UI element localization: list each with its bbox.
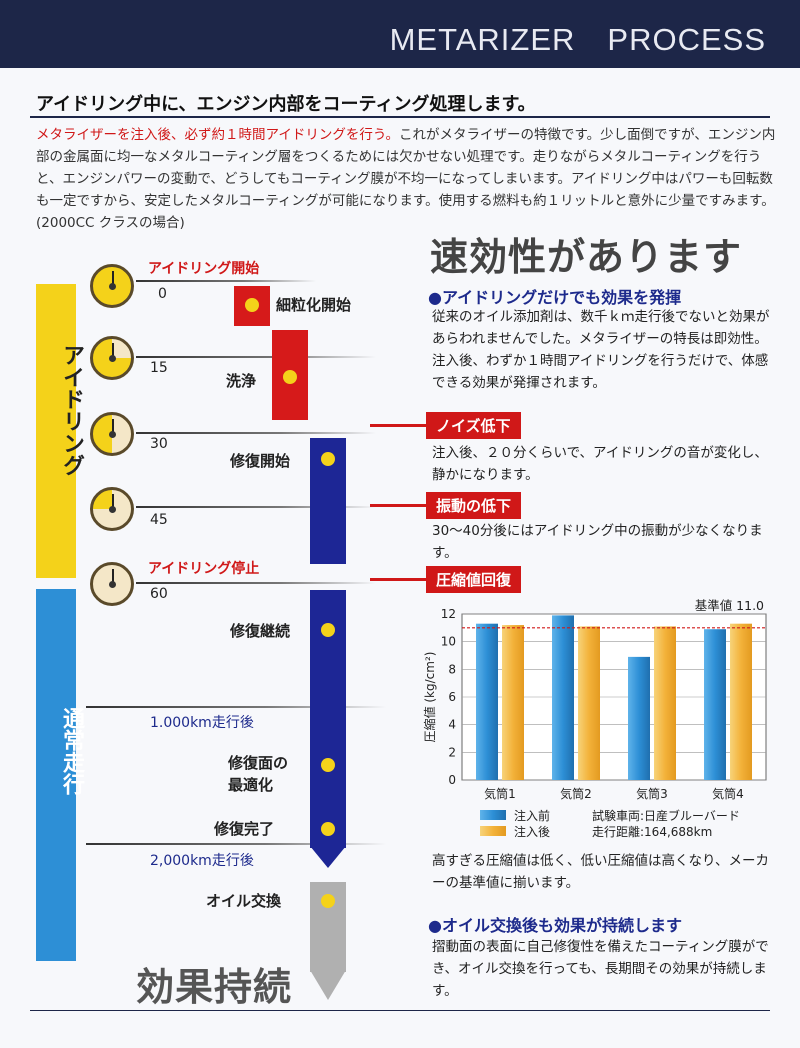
clock-icon-45 bbox=[90, 487, 134, 531]
noise-text: 注入後、２０分くらいで、アイドリングの音が変化し、静かになります。 bbox=[432, 445, 768, 483]
clock-icon-30 bbox=[90, 412, 134, 456]
y-tick-label: 8 bbox=[448, 662, 456, 676]
driving-side-label: 通常走行 bbox=[59, 707, 84, 795]
vibration-pointer bbox=[370, 504, 430, 507]
time-30-label: 30 bbox=[150, 436, 168, 452]
intro-text: これがメタライザーの特徴です。少し面倒ですが、エンジン内部の金属面に均一なメタル… bbox=[36, 127, 776, 231]
cleaning-dot bbox=[283, 370, 297, 384]
idle-effect-heading: ●アイドリングだけでも効果を発揮 bbox=[428, 288, 682, 307]
time-45-label: 45 bbox=[150, 512, 168, 528]
sustain-arrow bbox=[310, 970, 346, 1000]
reference-label: 基準値 11.0 bbox=[695, 598, 764, 613]
timeline-line-1000km bbox=[86, 706, 386, 708]
atomize-dot bbox=[245, 298, 259, 312]
timeline-line-60 bbox=[136, 582, 376, 584]
intro-paragraph: メタライザーを注入後、必ず約１時間アイドリングを行う。これがメタライザーの特徴で… bbox=[36, 124, 776, 234]
time-0-label: 0 bbox=[158, 286, 167, 302]
y-tick-label: 0 bbox=[448, 773, 456, 787]
oil-change-heading: ●オイル交換後も効果が持続します bbox=[428, 916, 682, 935]
vibration-text: 30～40分後にはアイドリング中の振動が少なくなります。 bbox=[432, 523, 763, 561]
bottom-rule bbox=[30, 1010, 770, 1011]
compression-chart: 0 2 4 6 8 10 12 気筒1 気筒2 気筒3 気筒4 基準値 11.0 圧縮値 (kg/cm²… bbox=[420, 596, 776, 846]
km-2000-label: 2,000km走行後 bbox=[150, 853, 254, 869]
clock-icon-0 bbox=[90, 264, 134, 308]
oil-change-dot bbox=[321, 894, 335, 908]
noise-tag: ノイズ低下 bbox=[426, 412, 521, 439]
idling-side-bar: アイドリング bbox=[36, 284, 84, 578]
y-tick-label: 10 bbox=[441, 635, 456, 649]
effect-sustain-title: 効果持続 bbox=[136, 965, 293, 1009]
y-tick-label: 12 bbox=[441, 607, 456, 621]
y-tick-label: 4 bbox=[448, 718, 456, 732]
y-tick-label: 2 bbox=[448, 745, 456, 759]
bar-before bbox=[704, 629, 726, 780]
idle-start-label: アイドリング開始 bbox=[148, 261, 260, 277]
bar-after bbox=[502, 625, 524, 780]
cleaning-label: 洗浄 bbox=[226, 372, 257, 390]
bar-after bbox=[730, 623, 752, 780]
repair-done-label: 修復完了 bbox=[214, 820, 275, 838]
intro-red-text: メタライザーを注入後、必ず約１時間アイドリングを行う。 bbox=[36, 127, 400, 143]
y-axis-label: 圧縮値 (kg/cm²) bbox=[422, 652, 437, 743]
headline-rule bbox=[30, 116, 770, 118]
bar-before bbox=[552, 615, 574, 780]
bar-before bbox=[476, 623, 498, 780]
repair-continue-dot bbox=[321, 623, 335, 637]
repair-continue-label: 修復継続 bbox=[230, 622, 291, 640]
test-note: 試験車両:日産ブルーバード bbox=[592, 808, 740, 823]
compression-tag: 圧縮値回復 bbox=[426, 566, 522, 593]
x-tick-label: 気筒1 bbox=[484, 786, 516, 801]
timeline-line-45 bbox=[136, 506, 376, 508]
headline: アイドリング中に、エンジン内部をコーティング処理します。 bbox=[36, 94, 536, 115]
optimize-label-2: 最適化 bbox=[228, 776, 274, 794]
timeline-line-30 bbox=[136, 432, 376, 434]
y-tick-label: 6 bbox=[448, 690, 456, 704]
time-60-label: 60 bbox=[150, 586, 168, 602]
timeline-line-15 bbox=[136, 356, 376, 358]
after-chart-text: 高すぎる圧縮値は低く、低い圧縮値は高くなり、メーカーの基準値に揃います。 bbox=[432, 853, 769, 891]
x-tick-label: 気筒2 bbox=[560, 786, 592, 801]
compression-chart-svg: 0 2 4 6 8 10 12 気筒1 気筒2 気筒3 気筒4 基準値 11.0 圧縮値 (kg/cm²… bbox=[422, 598, 767, 839]
time-15-label: 15 bbox=[150, 360, 168, 376]
legend-label: 注入後 bbox=[514, 824, 550, 839]
header-bar: METARIZER PROCESS bbox=[0, 0, 800, 68]
vibration-tag: 振動の低下 bbox=[426, 492, 522, 519]
atomize-label: 細粒化開始 bbox=[276, 296, 352, 314]
compression-pointer bbox=[370, 578, 430, 581]
x-tick-label: 気筒3 bbox=[636, 786, 668, 801]
driving-side-bar: 通常走行 bbox=[36, 589, 84, 961]
test-note: 走行距離:164,688km bbox=[592, 825, 712, 839]
legend-label: 注入前 bbox=[514, 808, 550, 823]
km-1000-label: 1.000km走行後 bbox=[150, 715, 254, 731]
repair-arrow bbox=[310, 846, 346, 868]
bar-after bbox=[578, 626, 600, 780]
legend-swatch-after bbox=[480, 826, 506, 836]
idle-stop-label: アイドリング停止 bbox=[148, 561, 260, 577]
idling-side-label: アイドリング bbox=[59, 344, 84, 476]
bar-after bbox=[654, 626, 676, 780]
x-tick-label: 気筒4 bbox=[712, 786, 744, 801]
oil-change-label: オイル交換 bbox=[206, 892, 282, 910]
bar-before bbox=[628, 656, 650, 780]
repair-done-dot bbox=[321, 822, 335, 836]
clock-icon-15 bbox=[90, 336, 134, 380]
timeline-line-2000km bbox=[86, 843, 386, 845]
oil-change-text: 摺動面の表面に自己修復性を備えたコーティング膜ができ、オイル交換を行っても、長期… bbox=[432, 939, 769, 999]
quick-effect-title: 速効性があります bbox=[430, 235, 743, 279]
noise-pointer bbox=[370, 424, 430, 427]
header-title: METARIZER PROCESS bbox=[389, 22, 766, 57]
idle-effect-text: 従来のオイル添加剤は、数千ｋｍ走行後でないと効果があらわれませんでした。メタライ… bbox=[432, 309, 770, 391]
legend-swatch-before bbox=[480, 810, 506, 820]
optimize-dot bbox=[321, 758, 335, 772]
repair-start-dot bbox=[321, 452, 335, 466]
optimize-label-1: 修復面の bbox=[228, 754, 289, 772]
repair-start-label: 修復開始 bbox=[230, 452, 291, 470]
timeline-line-0 bbox=[136, 280, 316, 282]
clock-icon-60 bbox=[90, 562, 134, 606]
